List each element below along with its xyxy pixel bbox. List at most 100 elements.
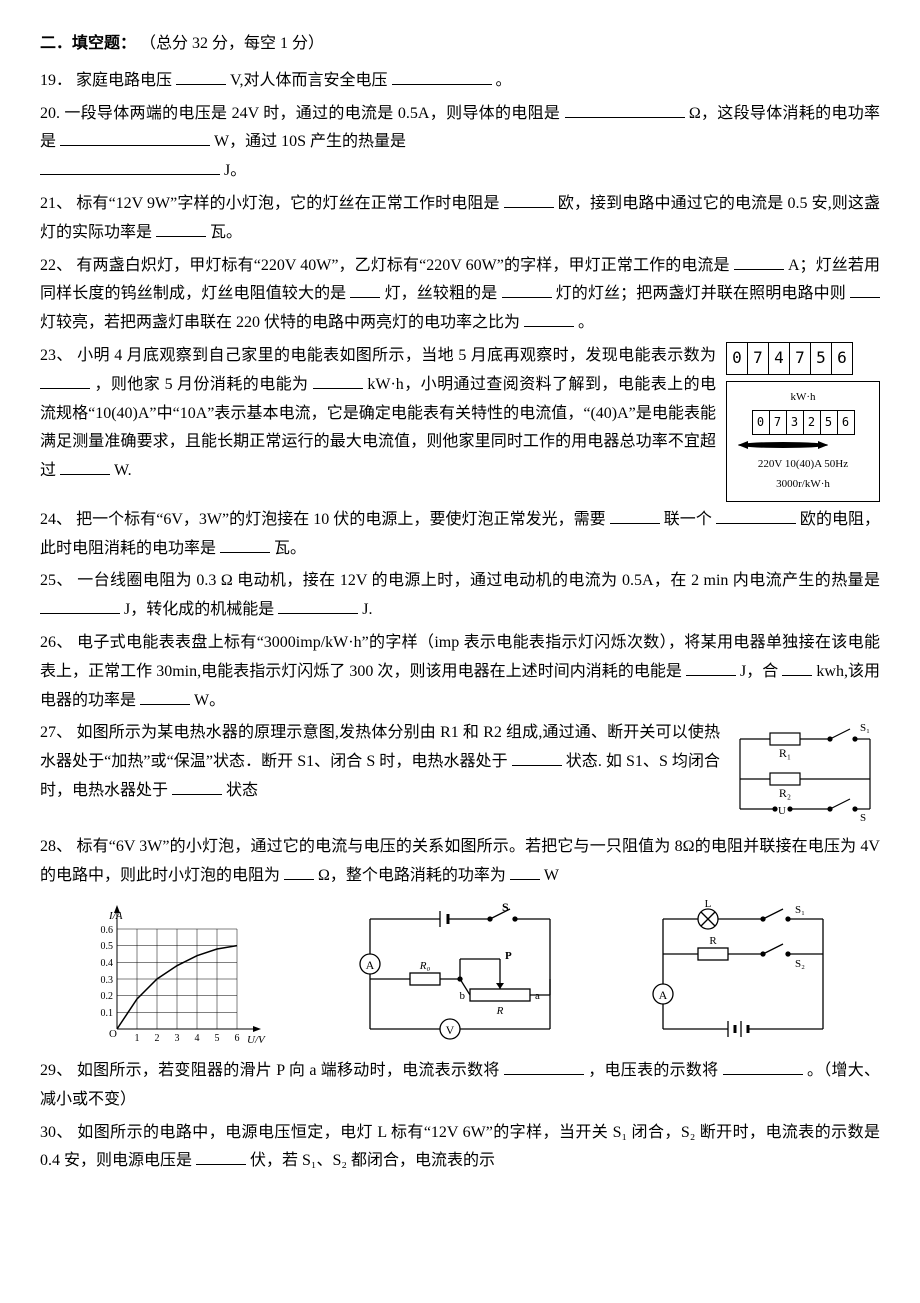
svg-text:A: A xyxy=(659,988,668,1002)
q22-blank5[interactable] xyxy=(524,310,574,327)
svg-text:4: 4 xyxy=(194,1033,199,1044)
q24-blank1[interactable] xyxy=(610,507,660,524)
q23-num: 23、 xyxy=(40,347,73,364)
svg-text:U: U xyxy=(778,805,786,817)
q19-t3: 。 xyxy=(496,72,512,89)
q22-t4: 灯的灯丝；把两盏灯并联在照明电路中则 xyxy=(556,285,846,302)
q21-blank1[interactable] xyxy=(504,191,554,208)
q22-blank1[interactable] xyxy=(734,253,784,270)
q25-blank2[interactable] xyxy=(278,597,358,614)
meter-top-digits: 0 7 4 7 5 6 xyxy=(726,342,853,375)
svg-text:S₂: S₂ xyxy=(795,958,805,970)
meter-spec1: 220V 10(40)A 50Hz xyxy=(733,455,873,475)
q22-blank4[interactable] xyxy=(850,281,880,298)
q20-t1: 一段导体两端的电压是 24V 时，通过的电流是 0.5A，则导体的电阻是 xyxy=(64,105,560,122)
question-28: 28、 标有“6V 3W”的小灯泡，通过它的电流与电压的关系如图所示。若把它与一… xyxy=(40,833,880,891)
meter-top-d3: 7 xyxy=(790,342,811,374)
svg-text:a: a xyxy=(535,990,540,1002)
q25-t3: J. xyxy=(362,601,372,618)
question-21: 21、 标有“12V 9W”字样的小灯泡，它的灯丝在正常工作时电阻是 欧，接到电… xyxy=(40,190,880,248)
q19-blank1[interactable] xyxy=(176,68,226,85)
question-23: 0 7 4 7 5 6 kW·h 0 7 3 2 5 6 xyxy=(40,342,880,502)
svg-text:U/V: U/V xyxy=(247,1034,266,1046)
meter-top-d4: 5 xyxy=(811,342,832,374)
question-24: 24、 把一个标有“6V，3W”的灯泡接在 10 伏的电源上，要使灯泡正常发光，… xyxy=(40,506,880,564)
q24-blank2[interactable] xyxy=(716,507,796,524)
meter-top-d2: 4 xyxy=(769,342,790,374)
svg-text:I/A: I/A xyxy=(108,910,123,922)
question-29: 29、 如图所示，若变阻器的滑片 P 向 a 端移动时，电流表示数将 ，电压表的… xyxy=(40,1057,880,1115)
q22-blank2[interactable] xyxy=(350,281,380,298)
svg-text:0.6: 0.6 xyxy=(100,925,113,936)
q29-num: 29、 xyxy=(40,1062,73,1079)
svg-text:b: b xyxy=(459,990,465,1002)
q27-blank1[interactable] xyxy=(512,749,562,766)
svg-text:0.4: 0.4 xyxy=(100,958,113,969)
question-26: 26、 电子式电能表表盘上标有“3000imp/kW·h”的字样（imp 表示电… xyxy=(40,629,880,715)
scoring-text: （总分 32 分，每空 1 分） xyxy=(140,35,324,52)
meter-d3: 2 xyxy=(803,410,820,435)
q24-t2: 联一个 xyxy=(664,511,712,528)
meter-d4: 5 xyxy=(820,410,837,435)
q23-t1: 小明 4 月底观察到自己家里的电能表如图所示，当地 5 月底再观察时，发现电能表… xyxy=(77,347,716,364)
q28-blank1[interactable] xyxy=(284,863,314,880)
q29-t2: ，电压表的示数将 xyxy=(588,1062,718,1079)
q21-blank2[interactable] xyxy=(156,220,206,237)
q27-blank2[interactable] xyxy=(172,778,222,795)
meter-pointer-icon xyxy=(733,439,873,451)
q26-blank3[interactable] xyxy=(140,688,190,705)
svg-text:2: 2 xyxy=(154,1033,159,1044)
q22-t3: 灯，丝较粗的是 xyxy=(385,285,498,302)
q26-t2: J，合 xyxy=(740,663,778,680)
q26-t4: W。 xyxy=(194,692,225,709)
q20-blank3[interactable] xyxy=(40,158,220,175)
q19-t1: 家庭电路电压 xyxy=(76,72,172,89)
q24-blank3[interactable] xyxy=(220,536,270,553)
q25-t2: J，转化成的机械能是 xyxy=(124,601,274,618)
q29-blank1[interactable] xyxy=(504,1058,584,1075)
q26-blank1[interactable] xyxy=(686,659,736,676)
q20-num: 20. xyxy=(40,105,60,122)
meter-d1: 7 xyxy=(769,410,786,435)
svg-text:R: R xyxy=(496,1005,504,1017)
q22-blank3[interactable] xyxy=(502,281,552,298)
meter-unit: kW·h xyxy=(733,388,873,408)
q23-blank1[interactable] xyxy=(40,372,90,389)
meter-d2: 3 xyxy=(786,410,803,435)
q28-blank2[interactable] xyxy=(510,863,540,880)
svg-text:O: O xyxy=(109,1028,117,1040)
svg-text:6: 6 xyxy=(234,1033,239,1044)
q30-t2: 伏，若 S₁、S₂ 都闭合，电流表的示 xyxy=(250,1152,495,1169)
meter-d0: 0 xyxy=(752,410,769,435)
q20-blank2[interactable] xyxy=(60,129,210,146)
meter-figure: 0 7 4 7 5 6 kW·h 0 7 3 2 5 6 xyxy=(726,342,880,502)
q22-t5: 灯较亮，若把两盏灯串联在 220 伏特的电路中两亮灯的电功率之比为 xyxy=(40,314,520,331)
svg-text:3: 3 xyxy=(174,1033,179,1044)
meter-top-d5: 6 xyxy=(832,342,853,374)
meter-d5: 6 xyxy=(837,410,854,435)
q30-num: 30、 xyxy=(40,1124,73,1141)
svg-text:0.1: 0.1 xyxy=(100,1008,113,1019)
q21-t3: 瓦。 xyxy=(210,224,242,241)
figure-row: I/A U/V O 0.6 0.5 0.4 0.3 0.2 0.1 1 2 3 … xyxy=(40,899,880,1049)
q21-t1: 标有“12V 9W”字样的小灯泡，它的灯丝在正常工作时电阻是 xyxy=(76,195,499,212)
q28-t2: Ω，整个电路消耗的功率为 xyxy=(318,867,506,884)
q23-blank2[interactable] xyxy=(313,372,363,389)
q23-t4: W. xyxy=(114,462,132,479)
svg-text:1: 1 xyxy=(134,1033,139,1044)
q27-num: 27、 xyxy=(40,724,72,741)
svg-text:0.2: 0.2 xyxy=(100,991,113,1002)
q30-blank1[interactable] xyxy=(196,1148,246,1165)
q25-blank1[interactable] xyxy=(40,597,120,614)
question-20: 20. 一段导体两端的电压是 24V 时，通过的电流是 0.5A，则导体的电阻是… xyxy=(40,100,880,186)
q19-blank2[interactable] xyxy=(392,68,492,85)
meter-body: kW·h 0 7 3 2 5 6 220V 10(40)A 50Hz xyxy=(726,381,880,502)
q23-blank3[interactable] xyxy=(60,458,110,475)
q29-blank2[interactable] xyxy=(723,1058,803,1075)
q20-blank1[interactable] xyxy=(565,101,685,118)
meter-spec2: 3000r/kW·h xyxy=(733,475,873,495)
meter-top-d0: 0 xyxy=(727,342,748,374)
q22-t6: 。 xyxy=(578,314,594,331)
q23-t2: ，则他家 5 月份消耗的电能为 xyxy=(94,376,308,393)
q26-blank2[interactable] xyxy=(782,659,812,676)
